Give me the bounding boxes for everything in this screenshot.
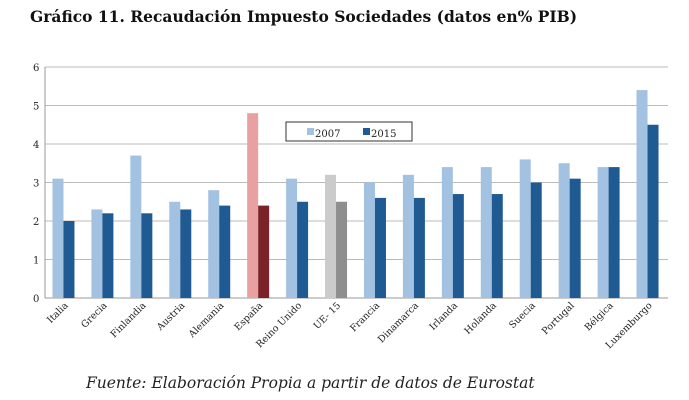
bar-2015-finlandia (141, 213, 153, 298)
bar-2015-grecia (102, 213, 114, 298)
bar-2007-reino-unido (286, 178, 298, 298)
bar-2015-reino-unido (297, 201, 309, 298)
x-tick-label: Suecia (507, 300, 538, 331)
bar-2015-holanda (491, 194, 503, 298)
bar-2015-irlanda (452, 194, 464, 298)
x-tick-label: Portugal (540, 300, 577, 337)
y-tick-label: 1 (33, 256, 39, 267)
bar-2007-irlanda (441, 167, 453, 298)
bar-2007-austria (169, 201, 181, 298)
legend-box (285, 121, 413, 142)
legend-label: 2015 (371, 129, 396, 140)
bar-2015-alemania (219, 205, 231, 298)
x-tick-label: España (233, 300, 266, 333)
bar-2007-finlandia (130, 155, 142, 298)
legend-swatch (307, 128, 314, 135)
bar-chart: 0 1 2 3 4 5 6 Italia Grecia Finlandia Austria Alema… (33, 63, 668, 351)
bar-2015-portugal (569, 178, 581, 298)
bar-2007-luxemburgo (636, 90, 648, 298)
x-tick-label: Italia (45, 300, 71, 326)
x-tick-label: Dinamarca (376, 300, 421, 345)
bar-2007-holanda (480, 167, 492, 298)
bar-2015-francia (374, 197, 386, 298)
bar-2015-italia (63, 221, 75, 298)
bar-2007-grecia (91, 209, 103, 298)
y-tick-label: 0 (33, 294, 39, 305)
x-tick-label: Alemania (186, 300, 227, 341)
x-tick-label: Finlandia (109, 300, 149, 340)
chart-title: Gráfico 11. Recaudación Impuesto Socieda… (30, 7, 578, 26)
x-tick-label: Irlanda (428, 300, 461, 333)
x-tick-label: Holanda (462, 300, 499, 337)
bar-2007-bélgica (597, 167, 609, 298)
bar-2007-suecia (519, 159, 531, 298)
bar-2007-ue--15 (325, 174, 337, 298)
y-tick-label: 5 (33, 102, 39, 113)
y-tick-label: 4 (33, 140, 39, 151)
chart-source: Fuente: Elaboración Propia a partir de d… (86, 374, 535, 392)
legend-swatch (363, 128, 370, 135)
bar-2007-francia (363, 182, 375, 298)
legend-label: 2007 (315, 129, 340, 140)
bar-2015-ue--15 (336, 201, 348, 298)
x-tick-label: Grecia (79, 300, 109, 330)
x-tick-label: Francia (348, 300, 382, 334)
bar-2015-austria (180, 209, 192, 298)
y-tick-label: 2 (33, 217, 39, 228)
bar-2015-suecia (530, 182, 542, 298)
x-tick-label: Austria (154, 300, 187, 333)
bar-2007-españa (247, 113, 259, 298)
bar-2007-portugal (558, 163, 570, 298)
bar-2015-bélgica (608, 167, 620, 298)
bar-2015-luxemburgo (647, 124, 659, 298)
bar-2015-dinamarca (413, 197, 425, 298)
y-tick-label: 6 (33, 63, 39, 74)
y-tick-label: 3 (33, 179, 39, 190)
x-tick-label: UE- 15 (312, 300, 343, 331)
bar-2015-españa (258, 205, 270, 298)
x-tick-label: Bélgica (583, 300, 616, 333)
bar-2007-dinamarca (402, 174, 414, 298)
bar-2007-alemania (208, 190, 220, 298)
bar-2007-italia (52, 178, 64, 298)
